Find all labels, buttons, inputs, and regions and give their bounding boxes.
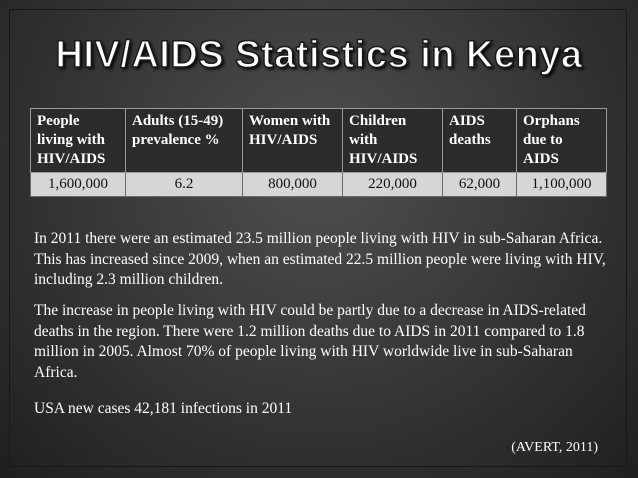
header-children-with-hiv: Children with HIV/AIDS [342, 108, 443, 173]
paragraph-usa-new-cases: USA new cases 42,181 infections in 2011 [34, 400, 293, 417]
cell-people-living-with-hiv: 1,600,000 [30, 172, 126, 197]
slide-title: HIV/AIDS Statistics in Kenya [55, 33, 583, 77]
header-aids-deaths: AIDS deaths [442, 108, 517, 173]
table-header-row: People living with HIV/AIDS Adults (15-4… [30, 108, 607, 173]
header-orphans: Orphans due to AIDS [516, 108, 607, 173]
cell-adult-prevalence: 6.2 [125, 172, 243, 197]
cell-children-with-hiv: 220,000 [342, 172, 443, 197]
cell-aids-deaths: 62,000 [442, 172, 517, 197]
slide-frame [9, 9, 627, 467]
paragraph-increase-explanation: The increase in people living with HIV c… [34, 302, 586, 381]
header-women-with-hiv: Women with HIV/AIDS [242, 108, 343, 173]
cell-orphans: 1,100,000 [516, 172, 607, 197]
citation: (AVERT, 2011) [511, 440, 598, 455]
header-people-living-with-hiv: People living with HIV/AIDS [30, 108, 126, 173]
paragraph-sub-saharan-estimate: In 2011 there were an estimated 23.5 mil… [34, 230, 606, 288]
header-adult-prevalence: Adults (15-49) prevalence % [125, 108, 243, 173]
statistics-table: People living with HIV/AIDS Adults (15-4… [30, 108, 607, 197]
cell-women-with-hiv: 800,000 [242, 172, 343, 197]
table-row: 1,600,000 6.2 800,000 220,000 62,000 1,1… [30, 172, 607, 197]
